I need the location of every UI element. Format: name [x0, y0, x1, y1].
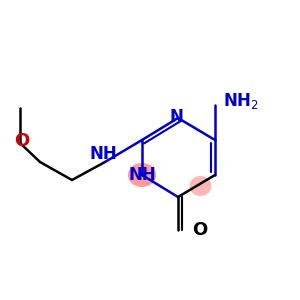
Text: O: O	[192, 221, 207, 239]
Text: N: N	[169, 108, 183, 126]
Ellipse shape	[128, 163, 156, 187]
Ellipse shape	[190, 176, 211, 196]
Text: NH: NH	[89, 145, 117, 163]
Text: NH: NH	[128, 166, 156, 184]
Text: NH$_2$: NH$_2$	[223, 91, 259, 111]
Text: O: O	[14, 132, 30, 150]
